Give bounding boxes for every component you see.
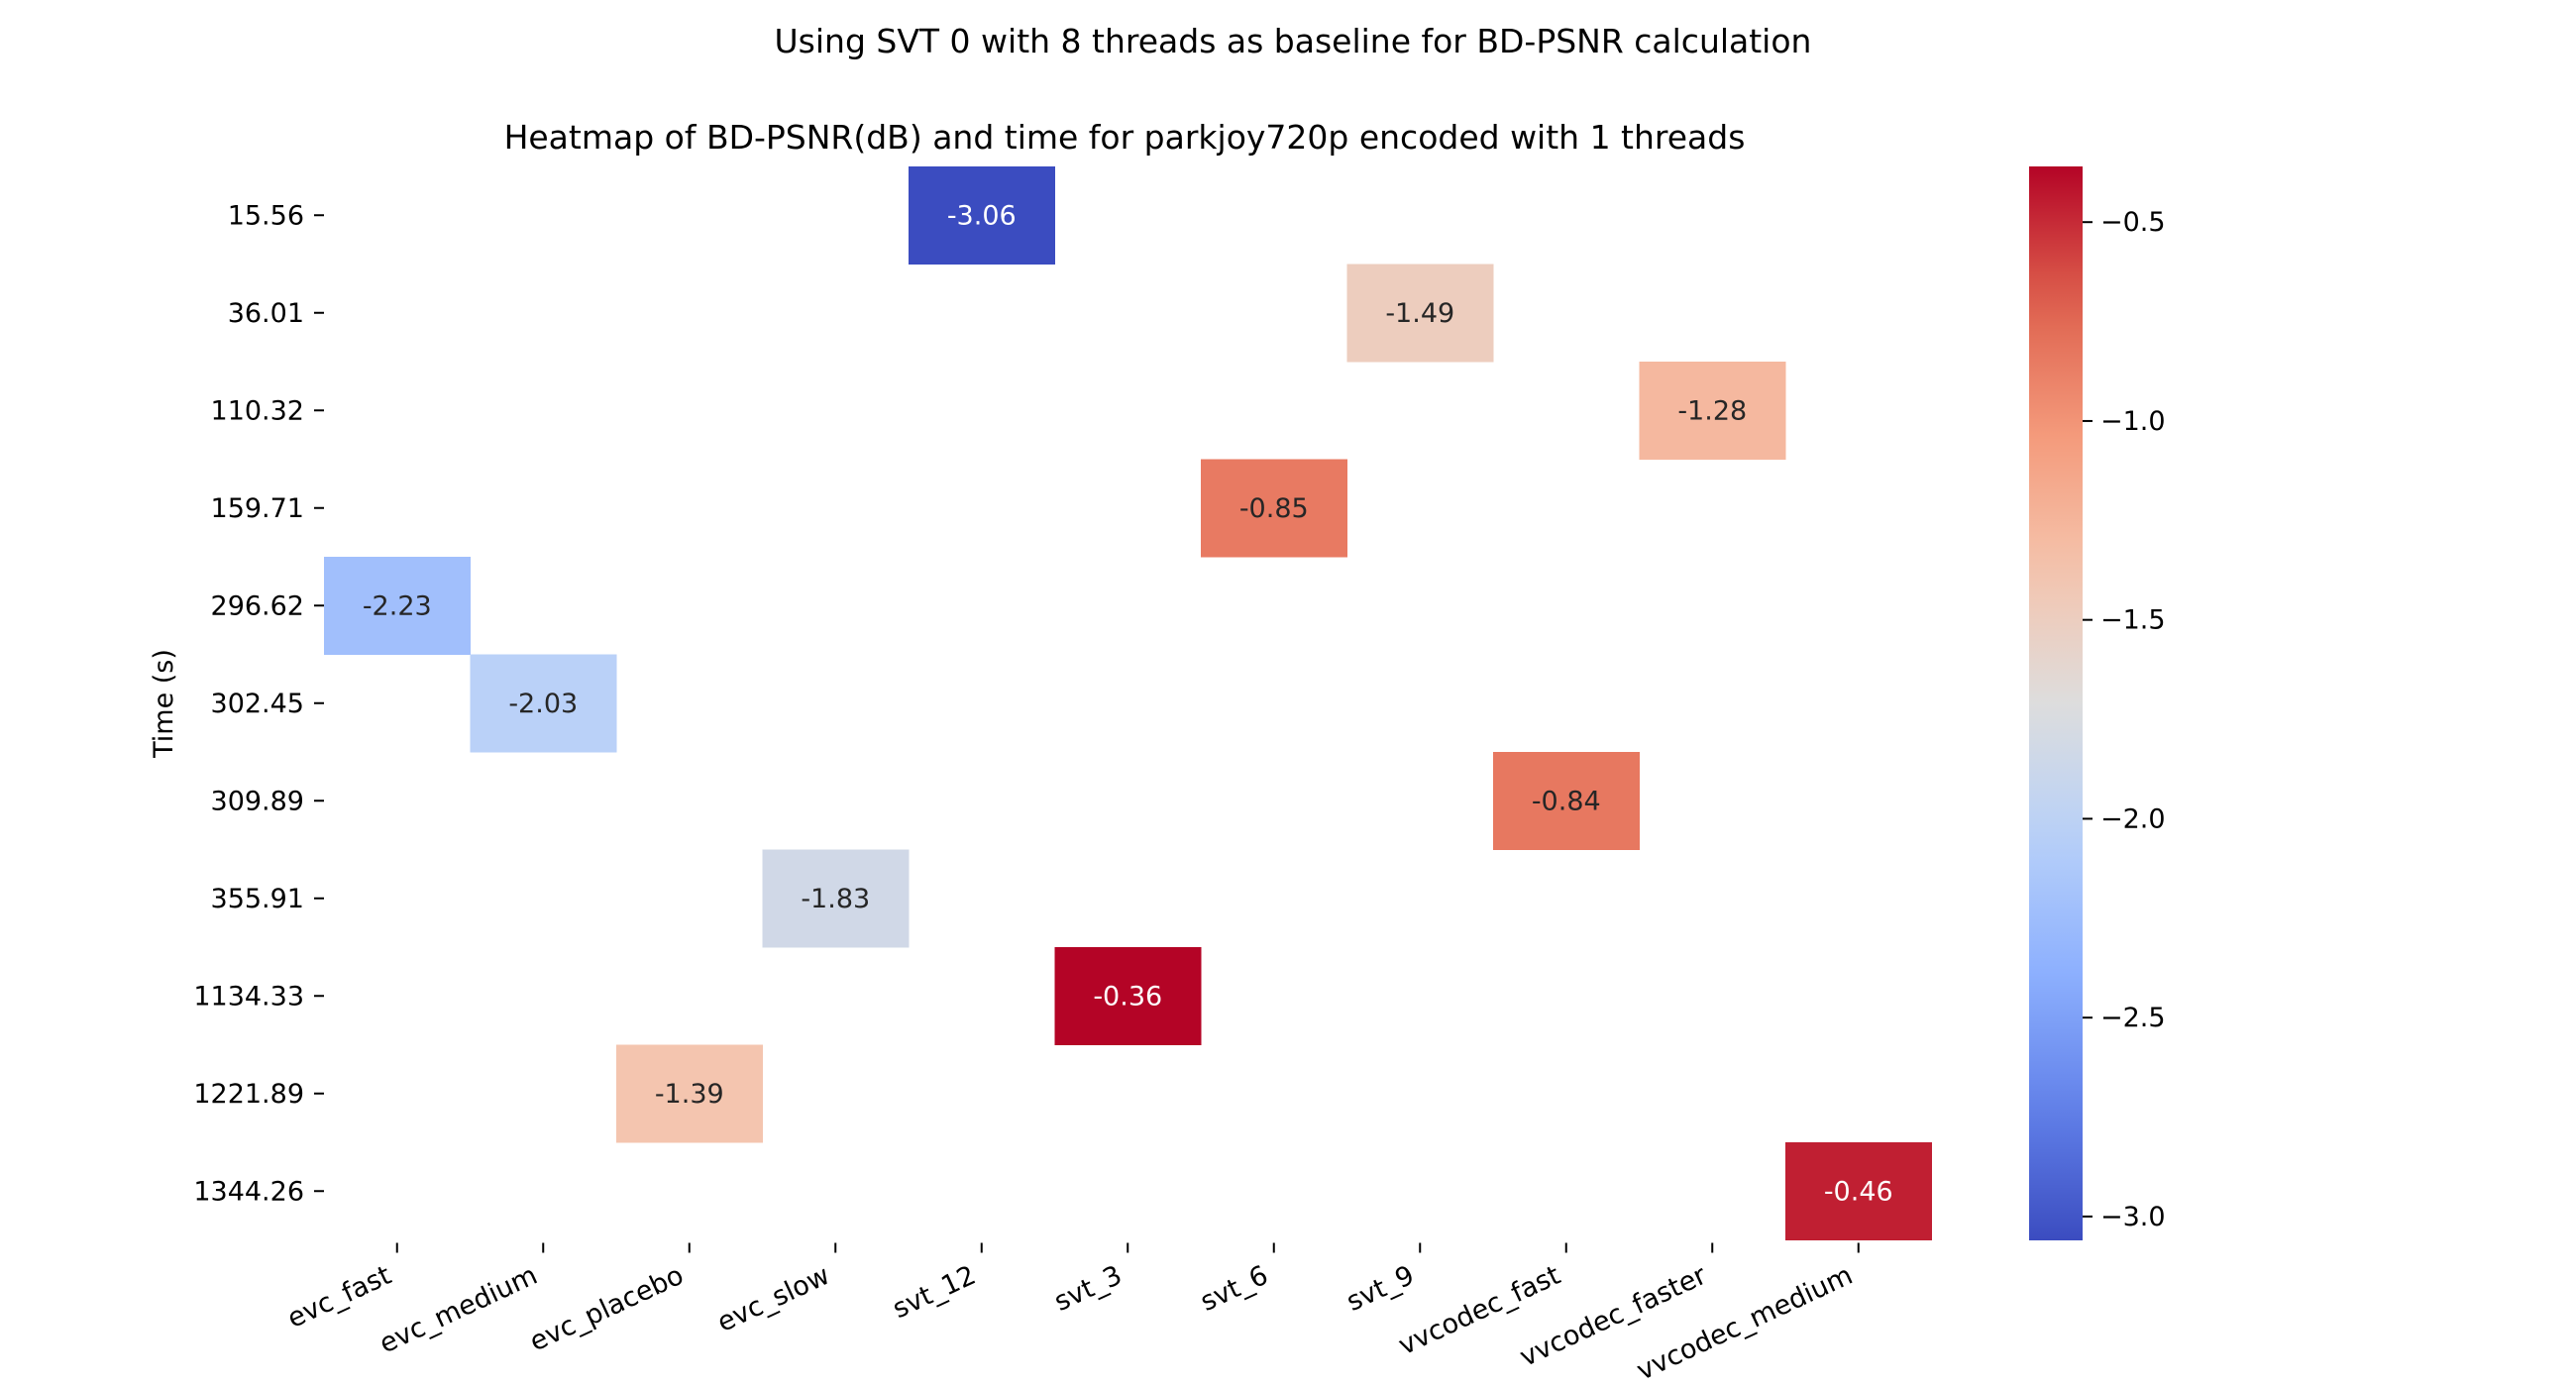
colorbar-tick-label: −0.5 <box>2100 207 2166 238</box>
y-tick-label: 110.32 <box>211 395 304 426</box>
heatmap-cell-evc_fast-296.62 <box>324 557 471 655</box>
heatmap-cell-label: -3.06 <box>947 200 1017 231</box>
chart-title: Heatmap of BD-PSNR(dB) and time for park… <box>504 118 1746 157</box>
y-tick-label: 159.71 <box>211 493 304 524</box>
heatmap-cell-svt_3-1134.33 <box>1054 947 1202 1045</box>
colorbar-tick-label: −1.5 <box>2100 605 2166 636</box>
chart-suptitle: Using SVT 0 with 8 threads as baseline f… <box>775 22 1812 60</box>
heatmap-cell-label: -0.84 <box>1532 786 1601 816</box>
heatmap-cell-label: -0.85 <box>1239 493 1309 524</box>
colorbar-tick-label: −3.0 <box>2100 1202 2166 1232</box>
heatmap-cell-label: -1.28 <box>1677 395 1747 426</box>
y-tick-label: 1221.89 <box>193 1079 304 1110</box>
heatmap-cells: -3.06 -1.49 -1.28 -0.85 -2.23 -2.03 -0.84 -1.83… <box>324 166 1932 1240</box>
x-tick-label: evc_medium <box>375 1260 542 1360</box>
x-tick-label: evc_slow <box>712 1260 834 1338</box>
x-tick-label: svt_6 <box>1196 1260 1273 1318</box>
y-axis-ticks: 15.56 36.01 110.32 159.71 296.62 302.45 309.89… <box>193 200 324 1207</box>
heatmap-cell-svt_12-15.56 <box>909 166 1055 265</box>
y-tick-label: 36.01 <box>228 298 304 329</box>
x-tick-label: evc_fast <box>282 1260 395 1334</box>
colorbar: −0.5 −1.0 −1.5 −2.0 −2.5 −3.0 <box>2029 166 2166 1240</box>
y-axis-label: Time (s) <box>149 649 179 759</box>
colorbar-tick-label: −2.5 <box>2100 1003 2166 1033</box>
heatmap-cell-label: -1.49 <box>1385 298 1454 329</box>
colorbar-tick-label: −2.0 <box>2100 803 2166 834</box>
heatmap-cell-label: -0.46 <box>1824 1176 1893 1207</box>
y-tick-label: 1344.26 <box>193 1176 304 1207</box>
heatmap-cell-label: -1.39 <box>655 1079 724 1110</box>
x-tick-label: svt_12 <box>888 1260 980 1325</box>
heatmap-cell-vvcodec_fast-309.89 <box>1493 752 1640 850</box>
x-tick-label: svt_3 <box>1049 1260 1127 1318</box>
heatmap-cell-evc_medium-302.45 <box>470 654 617 753</box>
heatmap-cell-vvcodec_medium-1344.26 <box>1785 1142 1932 1240</box>
heatmap-cell-vvcodec_faster-110.32 <box>1639 362 1786 460</box>
heatmap-cell-label: -2.23 <box>363 590 432 621</box>
heatmap-cell-evc_placebo-1221.89 <box>616 1044 763 1143</box>
x-tick-label: evc_placebo <box>525 1260 689 1358</box>
x-tick-label: svt_9 <box>1342 1260 1419 1318</box>
y-tick-label: 302.45 <box>211 689 304 719</box>
heatmap-cell-evc_slow-355.91 <box>762 849 910 948</box>
heatmap-cell-svt_9-36.01 <box>1346 264 1494 363</box>
y-tick-label: 309.89 <box>211 786 304 816</box>
colorbar-tick-label: −1.0 <box>2100 406 2166 437</box>
y-tick-label: 1134.33 <box>193 981 304 1012</box>
heatmap-cell-label: -1.83 <box>801 884 870 914</box>
y-tick-label: 15.56 <box>228 200 304 231</box>
heatmap-cell-label: -2.03 <box>508 689 578 719</box>
heatmap-cell-svt_6-159.71 <box>1201 459 1347 558</box>
y-tick-label: 355.91 <box>211 884 304 914</box>
colorbar-gradient <box>2029 166 2083 1240</box>
heatmap-cell-label: -0.36 <box>1093 981 1162 1012</box>
y-tick-label: 296.62 <box>211 590 304 621</box>
